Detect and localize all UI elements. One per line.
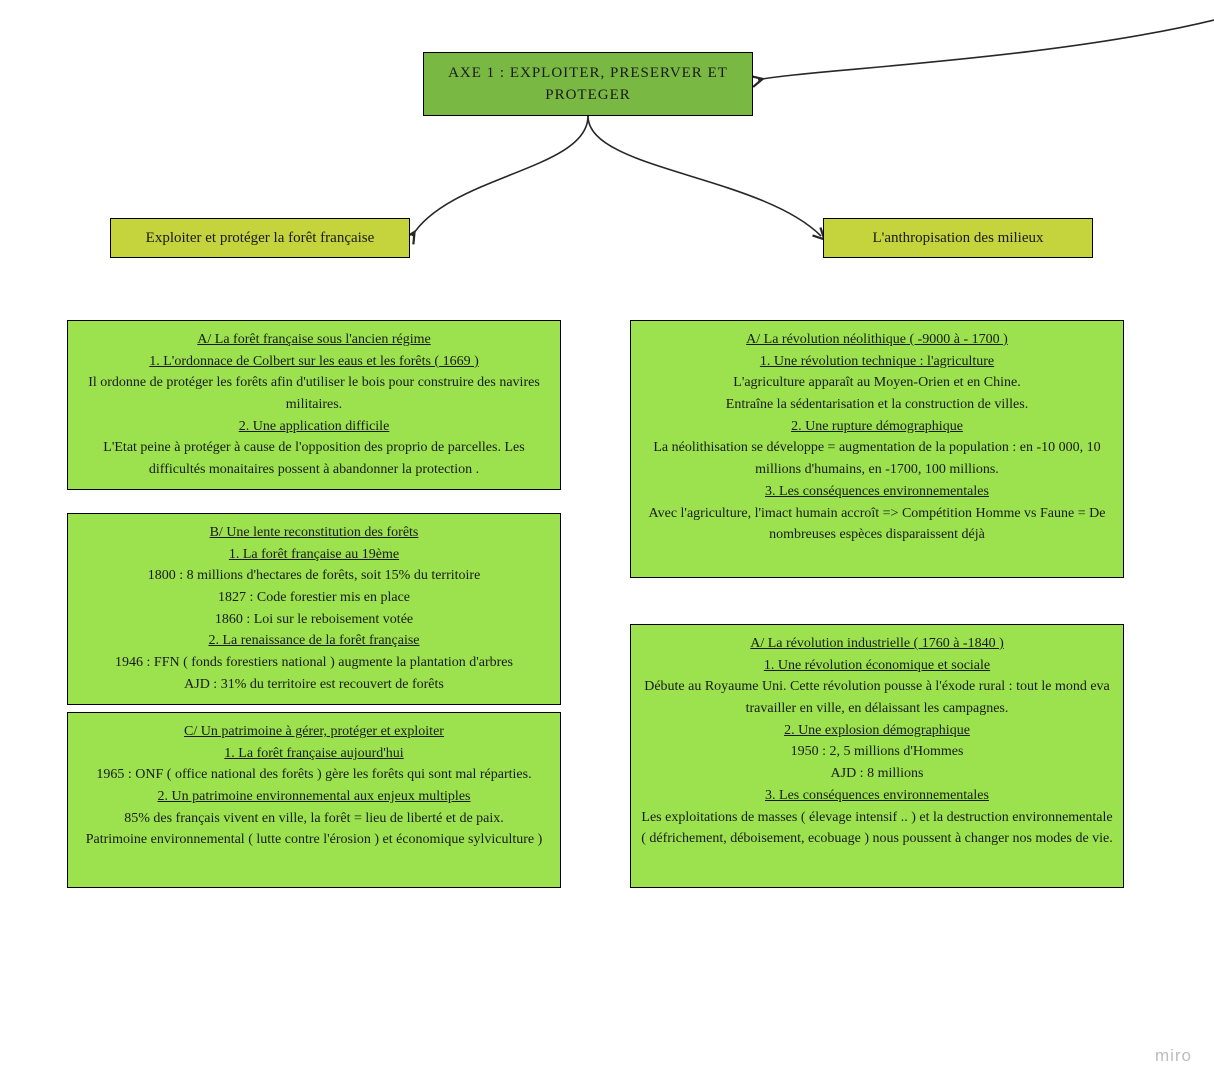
card-body-line: Débute au Royaume Uni. Cette révolution … xyxy=(641,676,1113,719)
card-body-line: Patrimoine environnemental ( lutte contr… xyxy=(78,829,550,851)
branch-left-label: Exploiter et protéger la forêt française xyxy=(146,230,375,247)
left-card-0[interactable]: A/ La forêt française sous l'ancien régi… xyxy=(67,320,561,490)
card-subsection-title: 2. Une application difficile xyxy=(78,416,550,438)
card-subsection-title: 1. Une révolution technique : l'agricult… xyxy=(641,351,1113,373)
card-body-line: La néolithisation se développe = augment… xyxy=(641,437,1113,480)
card-subsection-title: 1. Une révolution économique et sociale xyxy=(641,655,1113,677)
connector xyxy=(588,116,821,236)
right-card-0[interactable]: A/ La révolution néolithique ( -9000 à -… xyxy=(630,320,1124,578)
right-card-1[interactable]: A/ La révolution industrielle ( 1760 à -… xyxy=(630,624,1124,888)
card-section-title: A/ La forêt française sous l'ancien régi… xyxy=(78,329,550,351)
card-body-line: L'agriculture apparaît au Moyen-Orien et… xyxy=(641,372,1113,394)
card-body-line: Avec l'agriculture, l'imact humain accro… xyxy=(641,503,1113,546)
card-subsection-title: 3. Les conséquences environnementales xyxy=(641,785,1113,807)
left-card-1[interactable]: B/ Une lente reconstitution des forêts1.… xyxy=(67,513,561,705)
card-body-line: Entraîne la sédentarisation et la constr… xyxy=(641,394,1113,416)
watermark: miro xyxy=(1155,1046,1192,1066)
card-body-line: AJD : 8 millions xyxy=(641,763,1113,785)
card-section-title: A/ La révolution industrielle ( 1760 à -… xyxy=(641,633,1113,655)
connector xyxy=(758,20,1214,80)
card-subsection-title: 1. L'ordonnace de Colbert sur les eaus e… xyxy=(78,351,550,373)
card-subsection-title: 2. La renaissance de la forêt française xyxy=(78,630,550,652)
left-card-2[interactable]: C/ Un patrimoine à gérer, protéger et ex… xyxy=(67,712,561,888)
card-section-title: B/ Une lente reconstitution des forêts xyxy=(78,522,550,544)
card-body-line: Il ordonne de protéger les forêts afin d… xyxy=(78,372,550,415)
branch-right-label: L'anthropisation des milieux xyxy=(872,230,1043,247)
card-section-title: A/ La révolution néolithique ( -9000 à -… xyxy=(641,329,1113,351)
card-subsection-title: 3. Les conséquences environnementales xyxy=(641,481,1113,503)
card-subsection-title: 1. La forêt française au 19ème xyxy=(78,544,550,566)
card-subsection-title: 2. Une explosion démographique xyxy=(641,720,1113,742)
card-body-line: 1950 : 2, 5 millions d'Hommes xyxy=(641,741,1113,763)
card-subsection-title: 2. Une rupture démographique xyxy=(641,416,1113,438)
diagram-canvas: AXE 1 : EXPLOITER, PRESERVER ET PROTEGER… xyxy=(0,0,1214,1080)
root-node[interactable]: AXE 1 : EXPLOITER, PRESERVER ET PROTEGER xyxy=(423,52,753,116)
card-body-line: L'Etat peine à protéger à cause de l'opp… xyxy=(78,437,550,480)
card-body-line: 85% des français vivent en ville, la for… xyxy=(78,808,550,830)
branch-left-node[interactable]: Exploiter et protéger la forêt française xyxy=(110,218,410,258)
card-body-line: 1860 : Loi sur le reboisement votée xyxy=(78,609,550,631)
card-body-line: 1800 : 8 millions d'hectares de forêts, … xyxy=(78,565,550,587)
card-subsection-title: 1. La forêt française aujourd'hui xyxy=(78,743,550,765)
connector xyxy=(412,116,588,236)
card-body-line: 1965 : ONF ( office national des forêts … xyxy=(78,764,550,786)
card-section-title: C/ Un patrimoine à gérer, protéger et ex… xyxy=(78,721,550,743)
card-subsection-title: 2. Un patrimoine environnemental aux enj… xyxy=(78,786,550,808)
card-body-line: AJD : 31% du territoire est recouvert de… xyxy=(78,674,550,696)
card-body-line: 1946 : FFN ( fonds forestiers national )… xyxy=(78,652,550,674)
card-body-line: Les exploitations de masses ( élevage in… xyxy=(641,807,1113,850)
branch-right-node[interactable]: L'anthropisation des milieux xyxy=(823,218,1093,258)
root-node-label: AXE 1 : EXPLOITER, PRESERVER ET PROTEGER xyxy=(434,62,742,107)
card-body-line: 1827 : Code forestier mis en place xyxy=(78,587,550,609)
